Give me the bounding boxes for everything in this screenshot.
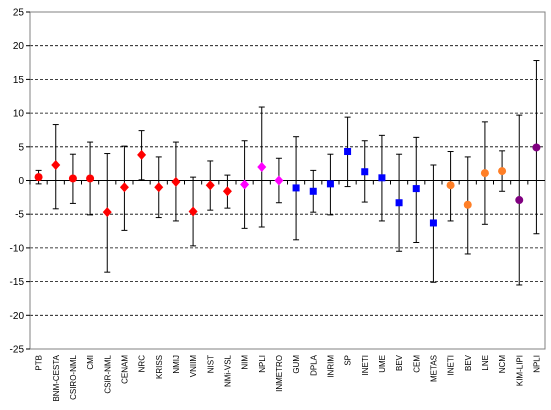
data-markers [34, 143, 541, 227]
y-tick-label: -20 [10, 311, 25, 322]
data-point-cem [412, 185, 420, 193]
x-tick-label: INETI [447, 355, 456, 375]
data-point-bnm-cesta [51, 159, 61, 170]
x-tick-label: NPLI [532, 355, 541, 373]
data-point-inmetro [274, 175, 284, 186]
data-point-ineti [446, 181, 455, 190]
x-tick-label: INRIM [326, 355, 335, 378]
y-tick-label: 0 [18, 176, 24, 187]
x-tick-label: VNIIM [189, 355, 198, 378]
y-tick-label: 25 [13, 8, 25, 19]
x-tick-label: INMETRO [275, 355, 284, 392]
data-point-nmij [171, 176, 181, 187]
data-point-npli [257, 162, 267, 173]
x-tick-label: PTB [35, 355, 44, 371]
x-tick-label: CSIRO-NML [69, 354, 78, 399]
data-point-metas [429, 219, 437, 227]
data-point-vniim [188, 206, 198, 217]
data-point-kriss [154, 182, 164, 193]
x-tick-label: LNE [481, 355, 490, 371]
data-point-npli [532, 143, 541, 152]
x-tick-label: BEV [464, 354, 473, 371]
x-tick-label: BEV [395, 354, 404, 371]
data-point-ineti [361, 168, 369, 176]
x-tick-label: NCM [498, 355, 507, 374]
x-tick-label: CEM [412, 355, 421, 373]
data-point-dpla [309, 187, 317, 195]
y-tick-label: 5 [18, 142, 24, 153]
x-tick-label: NIST [206, 355, 215, 373]
x-tick-label: CSIR-NML [103, 354, 112, 393]
data-point-inrim [326, 180, 334, 188]
y-tick-label: -15 [10, 277, 25, 288]
x-tick-label: CMI [86, 355, 95, 370]
data-point-csiro-nml [68, 174, 77, 183]
x-tick-label: NPLI [258, 355, 267, 373]
data-point-ncm [498, 167, 507, 176]
y-tick-label: 20 [13, 41, 25, 52]
y-tick-label: -10 [10, 243, 25, 254]
data-point-csir-nml [102, 207, 112, 218]
data-point-lne [480, 169, 489, 178]
x-tick-label: INETI [361, 355, 370, 375]
x-tick-label: BNM-CESTA [52, 354, 61, 401]
y-axis: -25 -20 -15 -10 -5 0 5 10 15 20 25 [10, 8, 30, 356]
data-point-kim-lipi [515, 196, 524, 205]
y-tick-label: -25 [10, 345, 25, 356]
x-tick-label: DPLA [309, 354, 318, 376]
y-tick-label: 10 [13, 109, 25, 120]
data-point-bev [463, 200, 472, 209]
y-tick-label: -5 [15, 210, 24, 221]
x-tick-label: KRISS [155, 355, 164, 379]
x-tick-label: NIM [241, 355, 250, 370]
data-point-nmi-vsl [222, 186, 232, 197]
x-tick-label: NMIJ [172, 355, 181, 374]
y-tick-label: 15 [13, 75, 25, 86]
data-point-ume [378, 174, 386, 182]
x-axis: PTB BNM-CESTA CSIRO-NML CMI CSIR-NML CENAM NRC… [29, 180, 545, 402]
x-tick-label: SP [344, 355, 353, 366]
x-tick-label: NRC [138, 355, 147, 373]
data-point-cmi [86, 174, 95, 183]
data-point-sp [344, 148, 352, 156]
data-point-nist [205, 180, 215, 191]
x-tick-label: METAS [429, 355, 438, 382]
x-tick-label: KIM-LIPI [515, 355, 524, 386]
x-tick-label: CENAM [120, 355, 129, 384]
data-point-cenam [119, 182, 129, 193]
x-tick-label: UME [378, 355, 387, 373]
data-point-gum [292, 184, 300, 192]
data-point-nim [240, 179, 250, 190]
x-tick-label: NMi-VSL [223, 354, 232, 387]
data-point-bev [395, 199, 403, 207]
data-point-ptb [34, 173, 43, 182]
x-tick-label: GUM [292, 355, 301, 374]
data-point-nrc [137, 149, 147, 160]
